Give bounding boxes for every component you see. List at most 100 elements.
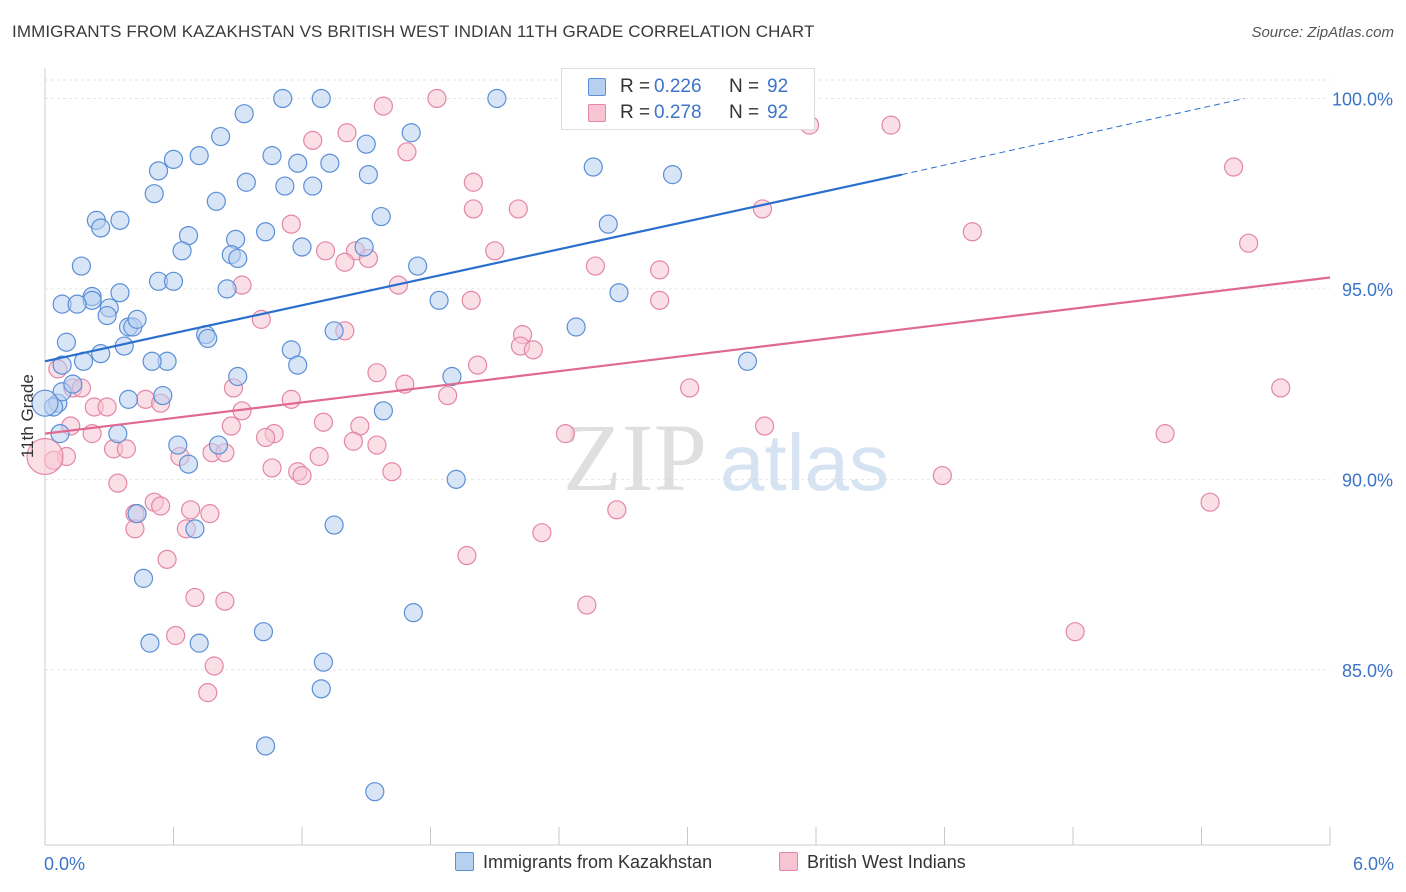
point-british-west-indians [881, 115, 901, 135]
point-immigrants-from-kazakhstan [163, 149, 184, 170]
point-immigrants-from-kazakhstan [408, 256, 428, 276]
point-immigrants-from-kazakhstan [189, 146, 209, 166]
point-british-west-indians [1271, 378, 1291, 398]
point-british-west-indians [754, 416, 775, 436]
point-british-west-indians [468, 355, 488, 375]
point-immigrants-from-kazakhstan [133, 568, 154, 588]
point-british-west-indians [262, 458, 282, 478]
y-tick-label: 100.0% [1332, 89, 1393, 109]
point-immigrants-from-kazakhstan [373, 401, 393, 421]
y-axis-label: 11th Grade [18, 374, 37, 458]
x-tick-label-max: 6.0% [1353, 854, 1394, 874]
point-british-west-indians [461, 290, 481, 310]
source-credit: Source: ZipAtlas.com [1251, 24, 1394, 41]
point-immigrants-from-kazakhstan [609, 283, 629, 303]
point-immigrants-from-kazakhstan [168, 435, 188, 455]
point-immigrants-from-kazakhstan [228, 248, 248, 269]
point-immigrants-from-kazakhstan [253, 622, 274, 642]
n-label: N = [729, 102, 760, 123]
point-immigrants-from-kazakhstan [442, 366, 462, 387]
point-british-west-indians [457, 545, 477, 566]
point-immigrants-from-kazakhstan [97, 305, 117, 326]
point-british-west-indians [680, 378, 700, 398]
point-british-west-indians [255, 427, 276, 448]
point-british-west-indians [932, 465, 952, 486]
point-british-west-indians [650, 260, 670, 280]
y-tick-label: 90.0% [1342, 470, 1393, 490]
point-british-west-indians [367, 363, 387, 383]
x-ticks [44, 827, 1331, 845]
trend-line-british-west-indians [44, 276, 1331, 435]
point-immigrants-from-kazakhstan [110, 210, 130, 230]
point-british-west-indians [315, 241, 336, 261]
legend-item-british-west-indians: British West Indians [779, 852, 966, 873]
point-immigrants-from-kazakhstan [303, 176, 323, 196]
point-immigrants-from-kazakhstan [144, 184, 164, 204]
chart-title: IMMIGRANTS FROM KAZAKHSTAN VS BRITISH WE… [12, 22, 815, 41]
point-immigrants-from-kazakhstan [288, 153, 308, 173]
point-immigrants-from-kazakhstan [255, 222, 276, 242]
point-immigrants-from-kazakhstan [118, 389, 139, 409]
point-british-west-indians [200, 504, 220, 524]
point-british-west-indians [221, 416, 241, 436]
point-immigrants-from-kazakhstan [358, 165, 378, 185]
point-immigrants-from-kazakhstan [288, 355, 308, 375]
n-value: 92 [767, 76, 789, 97]
point-british-west-indians [577, 595, 597, 615]
pink-swatch [779, 852, 798, 871]
point-immigrants-from-kazakhstan [487, 88, 507, 109]
point-british-west-indians [281, 214, 301, 234]
point-british-west-indians [281, 389, 301, 409]
point-immigrants-from-kazakhstan [185, 519, 205, 539]
point-immigrants-from-kazakhstan [311, 88, 331, 109]
legend-label: British West Indians [807, 852, 966, 872]
point-british-west-indians [962, 222, 982, 242]
point-immigrants-from-kazakhstan [153, 385, 173, 406]
point-immigrants-from-kazakhstan [172, 241, 192, 261]
point-immigrants-from-kazakhstan [206, 191, 226, 211]
point-british-west-indians [166, 625, 186, 646]
point-immigrants-from-kazakhstan [320, 153, 340, 173]
point-british-west-indians [313, 412, 334, 432]
point-british-west-indians [335, 252, 355, 272]
point-immigrants-from-kazakhstan [163, 271, 184, 291]
point-british-west-indians [1224, 157, 1244, 177]
point-immigrants-from-kazakhstan [127, 504, 147, 524]
point-british-west-indians [438, 385, 458, 406]
point-british-west-indians [555, 424, 576, 444]
point-british-west-indians [427, 88, 447, 109]
point-immigrants-from-kazakhstan [273, 88, 293, 109]
point-immigrants-from-kazakhstan [598, 214, 618, 234]
blue-swatch [588, 78, 606, 96]
point-british-west-indians [204, 656, 224, 676]
watermark-atlas: atlas [720, 418, 889, 507]
point-british-west-indians [508, 199, 528, 219]
point-british-west-indians [343, 431, 363, 451]
point-british-west-indians [215, 591, 235, 611]
legend-label: Immigrants from Kazakhstan [483, 852, 713, 872]
point-immigrants-from-kazakhstan [189, 633, 209, 653]
point-immigrants-from-kazakhstan [56, 332, 77, 352]
point-british-west-indians [485, 241, 505, 261]
point-immigrants-from-kazakhstan [255, 736, 276, 756]
point-immigrants-from-kazakhstan [371, 206, 391, 227]
point-british-west-indians [157, 549, 177, 569]
point-immigrants-from-kazakhstan [429, 290, 449, 310]
pink-swatch [588, 104, 606, 122]
legend-item-kazakhstan: Immigrants from Kazakhstan [455, 852, 712, 873]
point-immigrants-from-kazakhstan [566, 317, 586, 337]
point-immigrants-from-kazakhstan [292, 237, 312, 257]
point-british-west-indians [185, 587, 205, 608]
point-british-west-indians [523, 340, 543, 360]
point-british-west-indians [367, 435, 387, 455]
point-immigrants-from-kazakhstan [275, 176, 295, 196]
x-tick-label-min: 0.0% [44, 854, 85, 874]
point-immigrants-from-kazakhstan [91, 218, 111, 238]
point-immigrants-from-kazakhstan [324, 515, 344, 535]
point-british-west-indians [1155, 424, 1175, 444]
point-immigrants-from-kazakhstan [208, 435, 229, 455]
point-british-west-indians [607, 500, 627, 520]
point-immigrants-from-kazakhstan [262, 146, 282, 166]
point-british-west-indians [292, 465, 312, 486]
